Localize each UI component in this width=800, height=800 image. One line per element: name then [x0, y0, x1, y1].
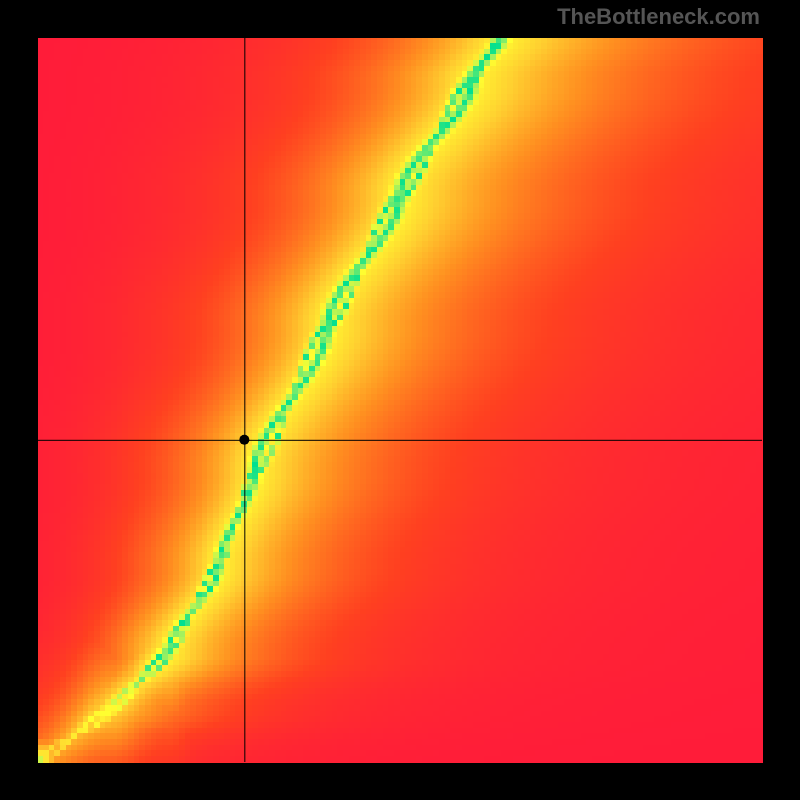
- bottleneck-heatmap: [0, 0, 800, 800]
- attribution-text: TheBottleneck.com: [557, 4, 760, 30]
